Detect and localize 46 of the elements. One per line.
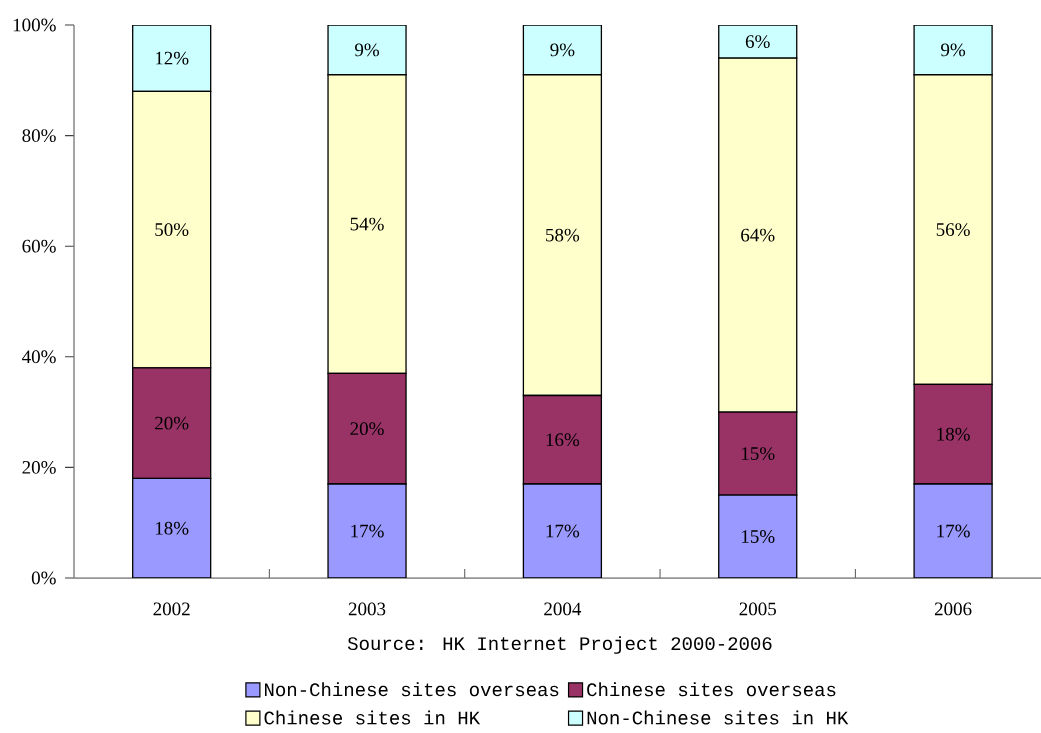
- data-label: 9%: [941, 43, 966, 57]
- bar: [718, 24, 798, 59]
- bar: [913, 483, 993, 578]
- source-note: Source: HK Internet Project 2000-2006: [347, 636, 772, 654]
- data-label: 17%: [351, 524, 384, 538]
- bar: [522, 24, 603, 76]
- data-label: 6%: [745, 35, 770, 49]
- data-label: 18%: [155, 521, 189, 535]
- legend-label: Non-Chinese sites in HK: [587, 710, 849, 725]
- bar: [327, 24, 407, 76]
- data-label: 15%: [741, 530, 775, 543]
- bar: [718, 494, 798, 578]
- data-label: 12%: [155, 51, 189, 65]
- data-label: 16%: [546, 433, 580, 447]
- y-tick-label: 80%: [22, 129, 56, 143]
- data-label: 9%: [550, 43, 575, 57]
- x-tick-label: 2003: [348, 602, 386, 616]
- data-label: 17%: [546, 524, 580, 538]
- bar: [132, 477, 212, 578]
- y-tick-label: 40%: [22, 350, 56, 364]
- data-label: 18%: [937, 427, 970, 441]
- legend-label: Chinese sites overseas: [587, 682, 836, 697]
- x-tick-label: 2004: [544, 602, 582, 616]
- bar: [132, 24, 212, 92]
- data-label: 20%: [155, 416, 189, 430]
- x-tick-label: 2002: [153, 602, 190, 616]
- bar: [913, 24, 993, 76]
- y-tick-label: 0%: [31, 571, 56, 585]
- data-label: 64%: [741, 228, 775, 242]
- y-tick-label: 20%: [22, 460, 56, 474]
- y-tick-label: 100%: [13, 18, 56, 32]
- data-label: 56%: [936, 223, 970, 237]
- data-label: 58%: [546, 228, 580, 242]
- y-tick-label: 60%: [22, 239, 56, 253]
- bar: [522, 483, 603, 578]
- x-tick-label: 2006: [934, 602, 972, 616]
- data-label: 17%: [937, 524, 970, 538]
- legend-label: Non-Chinese sites overseas: [265, 682, 559, 697]
- bar: [327, 483, 407, 578]
- data-label: 9%: [354, 43, 380, 57]
- data-label: 20%: [350, 422, 384, 436]
- legend-label: Chinese sites in HK: [264, 710, 481, 725]
- x-tick-label: 2005: [739, 602, 776, 616]
- data-label: 54%: [350, 217, 384, 231]
- data-label: 50%: [155, 223, 189, 237]
- data-label: 15%: [741, 447, 775, 460]
